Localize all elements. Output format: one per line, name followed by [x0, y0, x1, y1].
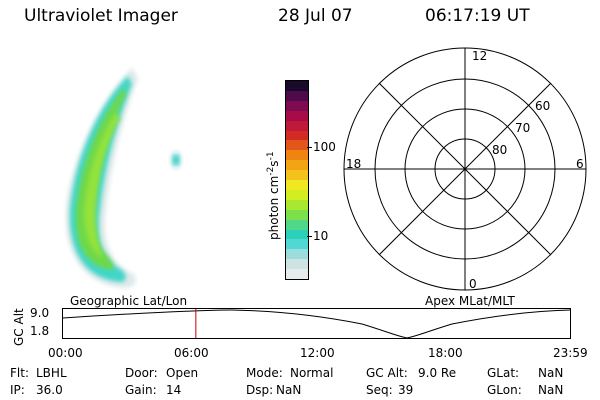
- observation-date: 28 Jul 07: [278, 6, 353, 26]
- colorbar-segment: [286, 269, 308, 279]
- timeline-right-title: Apex MLat/MLT: [425, 294, 515, 308]
- colorbar-segment: [286, 199, 308, 210]
- colorbar-segment: [286, 150, 308, 161]
- colorbar-segment: [286, 90, 308, 101]
- status-glon-key: GLon:: [487, 383, 522, 397]
- colorbar-label-s: s: [267, 160, 281, 167]
- timeline-xtick-2359: 23:59: [553, 346, 588, 360]
- timeline-plot: [62, 308, 571, 339]
- colorbar-segment: [286, 140, 308, 151]
- status-gain-key: Gain:: [125, 383, 157, 397]
- timeline-xtick-1800: 18:00: [428, 346, 463, 360]
- status-door-val: Open: [166, 366, 199, 380]
- colorbar-segment: [286, 180, 308, 190]
- colorbar-segment: [286, 100, 308, 111]
- status-ip-val: 36.0: [36, 383, 63, 397]
- status-door-key: Door:: [125, 366, 158, 380]
- colorbar-segment: [286, 219, 308, 230]
- colorbar-tick-mark: [307, 236, 312, 237]
- instrument-title: Ultraviolet Imager: [24, 6, 178, 26]
- timeline-ytick-high: 9.0: [30, 306, 50, 320]
- colorbar-label: photon cm-2s-1: [266, 151, 281, 240]
- colorbar-tick-100: 100: [313, 140, 336, 154]
- timeline-ytick-low: 1.8: [30, 324, 50, 338]
- status-dsp-val: NaN: [276, 383, 302, 397]
- colorbar-tick-10: 10: [313, 229, 329, 243]
- colorbar-segment: [286, 120, 308, 131]
- colorbar-segment: [286, 81, 308, 91]
- colorbar-label-exp2: -1: [266, 151, 276, 161]
- timeline-xtick-0000: 00:00: [48, 346, 83, 360]
- mlt-label-18: 18: [346, 157, 361, 171]
- status-gcalt-val: 9.0 Re: [418, 366, 457, 380]
- colorbar-segment: [286, 189, 308, 200]
- colorbar: [285, 80, 309, 280]
- status-seq-val: 39: [398, 383, 414, 397]
- colorbar-segment: [286, 170, 308, 180]
- timeline-frame: [62, 308, 571, 339]
- colorbar-tick-mark: [307, 147, 312, 148]
- status-glon-val: NaN: [538, 383, 564, 397]
- status-dsp-key: Dsp:: [246, 383, 274, 397]
- mlt-label-12: 12: [472, 49, 487, 63]
- colorbar-segment: [286, 160, 308, 171]
- status-flt-val: LBHL: [36, 366, 67, 380]
- altitude-curve: [62, 309, 571, 339]
- polar-diagonal: [378, 82, 552, 256]
- lat-label-80: 80: [492, 143, 507, 157]
- timeline-left-title: Geographic Lat/Lon: [70, 294, 188, 308]
- colorbar-label-unit: photon cm: [267, 175, 281, 240]
- colorbar-segment: [286, 259, 308, 270]
- status-gcalt-key: GC Alt:: [366, 366, 408, 380]
- aurora-image: [65, 68, 182, 288]
- status-mode-val: Normal: [290, 366, 334, 380]
- mlt-label-0: 0: [469, 277, 477, 291]
- mlt-label-6: 6: [576, 157, 584, 171]
- lat-label-70: 70: [515, 121, 530, 135]
- status-seq-key: Seq:: [366, 383, 393, 397]
- colorbar-segment: [286, 249, 308, 260]
- status-glat-val: NaN: [538, 366, 564, 380]
- colorbar-segment: [286, 209, 308, 220]
- colorbar-segment: [286, 239, 308, 250]
- colorbar-segment: [286, 110, 308, 121]
- status-ip-key: IP:: [10, 383, 25, 397]
- colorbar-segment: [286, 229, 308, 240]
- lat-label-60: 60: [535, 99, 550, 113]
- timeline-ylabel: GC Alt: [12, 308, 26, 346]
- observation-time: 06:17:19 UT: [425, 6, 530, 26]
- status-mode-key: Mode:: [246, 366, 283, 380]
- status-glat-key: GLat:: [487, 366, 520, 380]
- polar-plot: 12 18 6 0 60 70 80: [343, 47, 587, 291]
- timeline-xtick-1200: 12:00: [300, 346, 335, 360]
- colorbar-label-exp1: -2: [266, 166, 276, 176]
- colorbar-segment: [286, 130, 308, 141]
- status-gain-val: 14: [166, 383, 182, 397]
- status-flt-key: Flt:: [10, 366, 29, 380]
- timeline-xtick-0600: 06:00: [174, 346, 209, 360]
